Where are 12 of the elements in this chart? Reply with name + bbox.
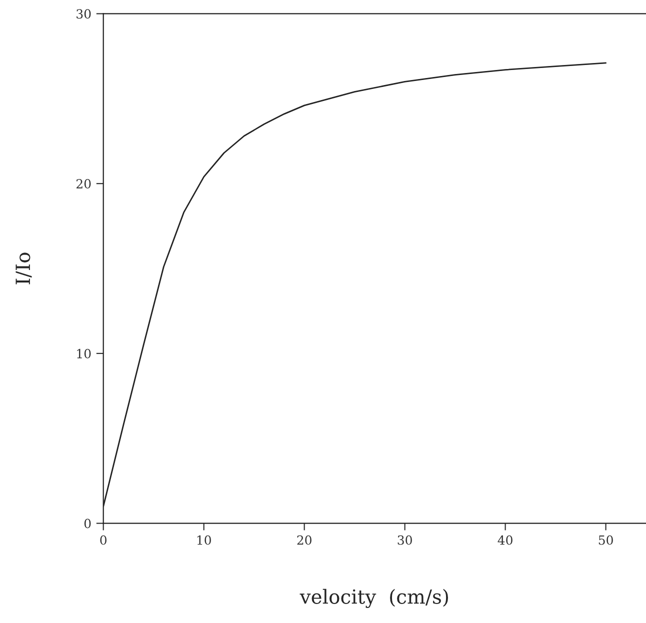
x-tick-label: 40 [498, 535, 512, 545]
x-tick-label: 20 [297, 535, 312, 545]
x-tick-label: 30 [398, 535, 412, 545]
x-axis-title: velocity (cm/s) [300, 588, 448, 608]
y-tick-label: 0 [84, 518, 91, 528]
y-tick-label: 10 [77, 348, 91, 358]
y-tick-label: 20 [76, 179, 91, 189]
x-tick-label: 50 [598, 535, 613, 545]
x-tick-label: 10 [197, 535, 211, 545]
y-tick-label: 30 [76, 9, 91, 19]
y-axis-title: I/Io [16, 252, 32, 284]
x-tick-label: 0 [100, 535, 107, 545]
